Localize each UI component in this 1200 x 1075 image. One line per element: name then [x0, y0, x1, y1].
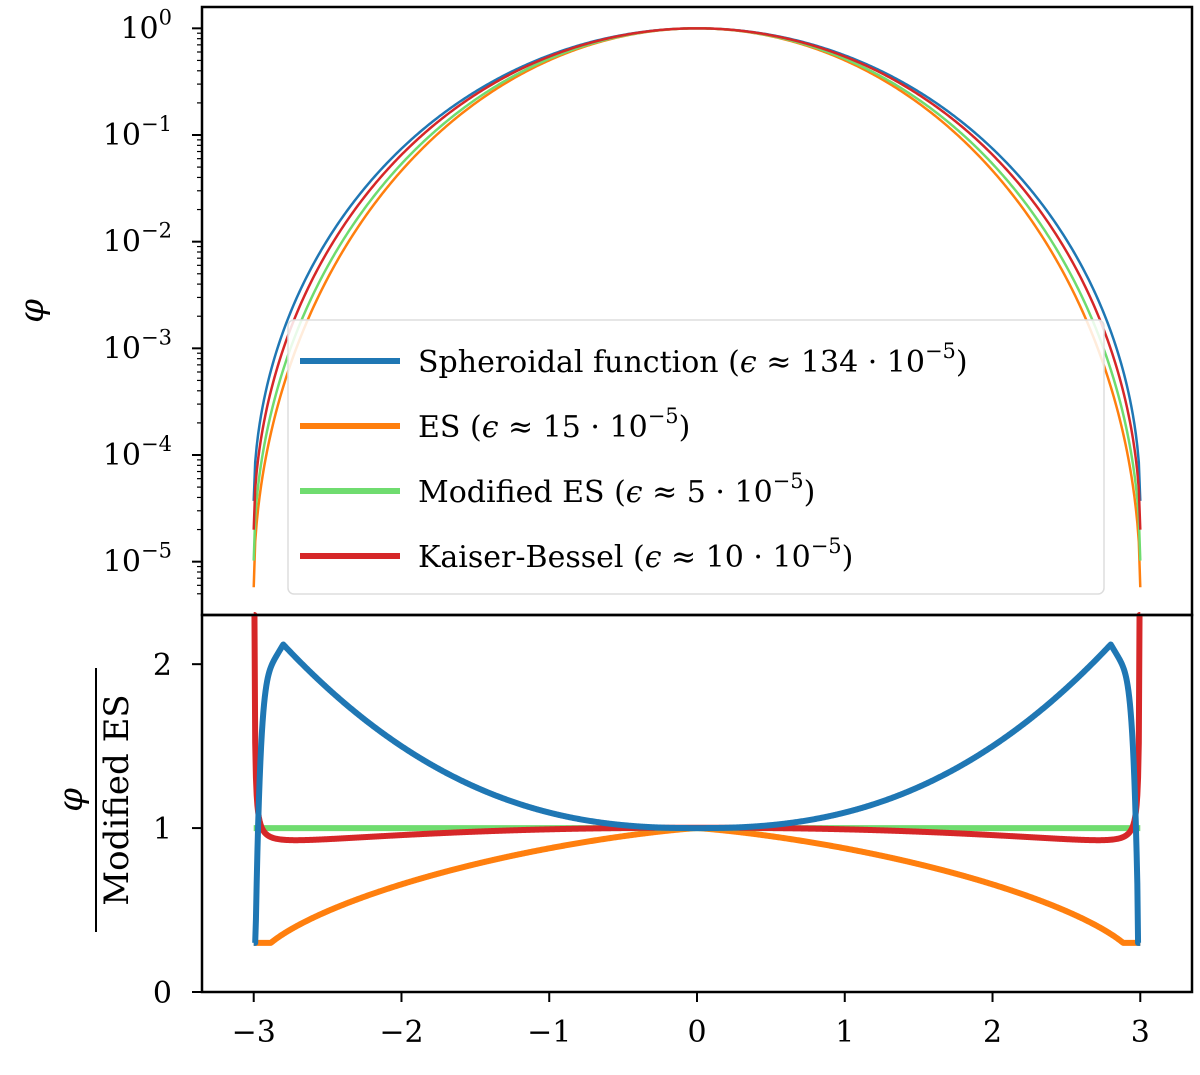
bottom-y-axis: 0 1 2: [153, 648, 202, 1011]
x-tick-label: −3: [232, 1015, 276, 1050]
legend: Spheroidal function (ϵ ≈ 134 · 10−5) ES (…: [287, 319, 1105, 595]
ratio-line-es: [251, 825, 1143, 946]
x-axis: −3 −2 −1 0 1 2 3: [232, 992, 1150, 1050]
bottom-axes-frame: [200, 613, 1194, 994]
x-tick-label: 1: [835, 1015, 854, 1050]
ratio-denominator: Modified ES: [97, 694, 137, 905]
top-y-tick-label: 10−4: [103, 432, 172, 473]
bottom-y-axis-label: φ Modified ES: [51, 668, 137, 932]
top-y-tick-label: 10−2: [103, 219, 172, 260]
legend-entry: Spheroidal function (ϵ ≈ 134 · 10−5): [418, 339, 968, 380]
top-y-tick-label: 100: [120, 5, 172, 46]
top-y-tick-label: 10−1: [103, 112, 172, 153]
legend-entry: ES (ϵ ≈ 15 · 10−5): [418, 404, 690, 445]
top-panel: Spheroidal function (ϵ ≈ 134 · 10−5) ES (…: [12, 5, 1194, 617]
x-tick-label: 0: [687, 1015, 706, 1050]
ratio-line-kaiser-bessel: [251, 612, 1143, 844]
bottom-y-tick-label: 1: [153, 812, 172, 847]
legend-entry: Kaiser-Bessel (ϵ ≈ 10 · 10−5): [418, 534, 853, 575]
top-curves: [252, 27, 1142, 588]
bottom-curves: [251, 612, 1143, 946]
x-tick-label: −2: [379, 1015, 423, 1050]
top-y-tick-label: 10−5: [103, 539, 172, 580]
x-tick-label: 3: [1131, 1015, 1150, 1050]
legend-frame: [287, 319, 1105, 595]
top-y-axis: 100 10−1 10−2 10−3 10−4 10−5: [103, 5, 202, 595]
legend-entry: Modified ES (ϵ ≈ 5 · 10−5): [418, 469, 815, 510]
top-y-tick-label: 10−3: [103, 325, 172, 366]
x-tick-label: −1: [527, 1015, 571, 1050]
bottom-y-tick-label: 0: [153, 976, 172, 1011]
ratio-line-spheroidal-function: [251, 641, 1143, 946]
x-tick-label: 2: [983, 1015, 1002, 1050]
top-y-axis-label: φ: [12, 299, 52, 323]
bottom-y-tick-label: 2: [153, 648, 172, 683]
ratio-numerator: φ: [51, 788, 91, 812]
bottom-panel: 0 1 2 −3 −2 −1 0 1 2 3 φ Modified ES: [51, 612, 1194, 1050]
top-line-kaiser-bessel: [252, 27, 1142, 530]
